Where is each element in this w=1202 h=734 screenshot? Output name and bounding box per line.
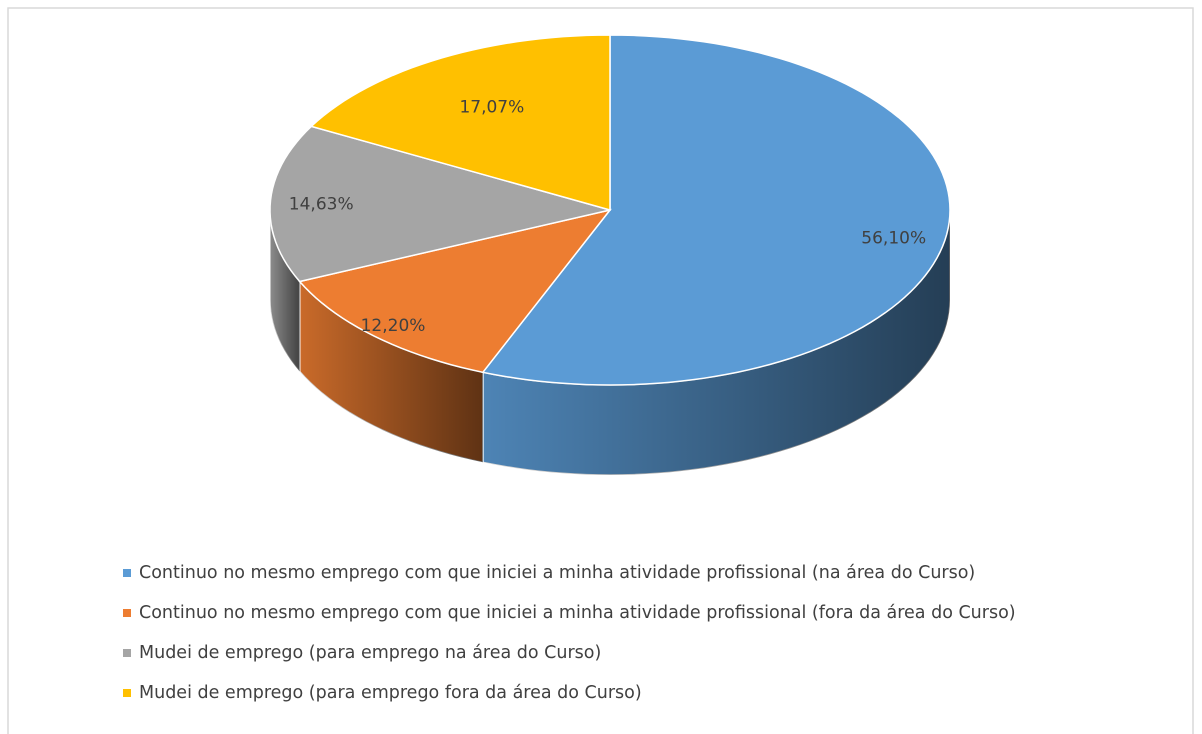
data-label: 14,63%	[289, 194, 354, 214]
slice	[269, 125, 611, 283]
chart-border	[7, 7, 1194, 734]
slice	[298, 208, 612, 374]
slice-side-shade	[270, 210, 300, 372]
legend-swatch	[123, 649, 131, 657]
slice-side-shade	[482, 210, 950, 475]
pie: 56,10% 12,20% 14,63% 17,07%	[269, 34, 951, 476]
legend-label: Continuo no mesmo emprego com que inicie…	[139, 563, 975, 583]
slice-side-shade	[299, 281, 483, 463]
slice	[481, 34, 951, 386]
legend-swatch	[123, 609, 131, 617]
legend-label: Mudei de emprego (para emprego fora da á…	[139, 683, 642, 703]
legend-swatch	[123, 689, 131, 697]
slice	[309, 34, 611, 211]
legend-label: Mudei de emprego (para emprego na área d…	[139, 643, 601, 663]
data-label: 12,20%	[361, 316, 426, 336]
data-label: 17,07%	[459, 98, 524, 118]
data-label: 56,10%	[861, 228, 926, 248]
legend-label: Continuo no mesmo emprego com que inicie…	[139, 603, 1016, 623]
legend: Continuo no mesmo emprego com que inicie…	[123, 563, 1016, 703]
legend-swatch	[123, 569, 131, 577]
